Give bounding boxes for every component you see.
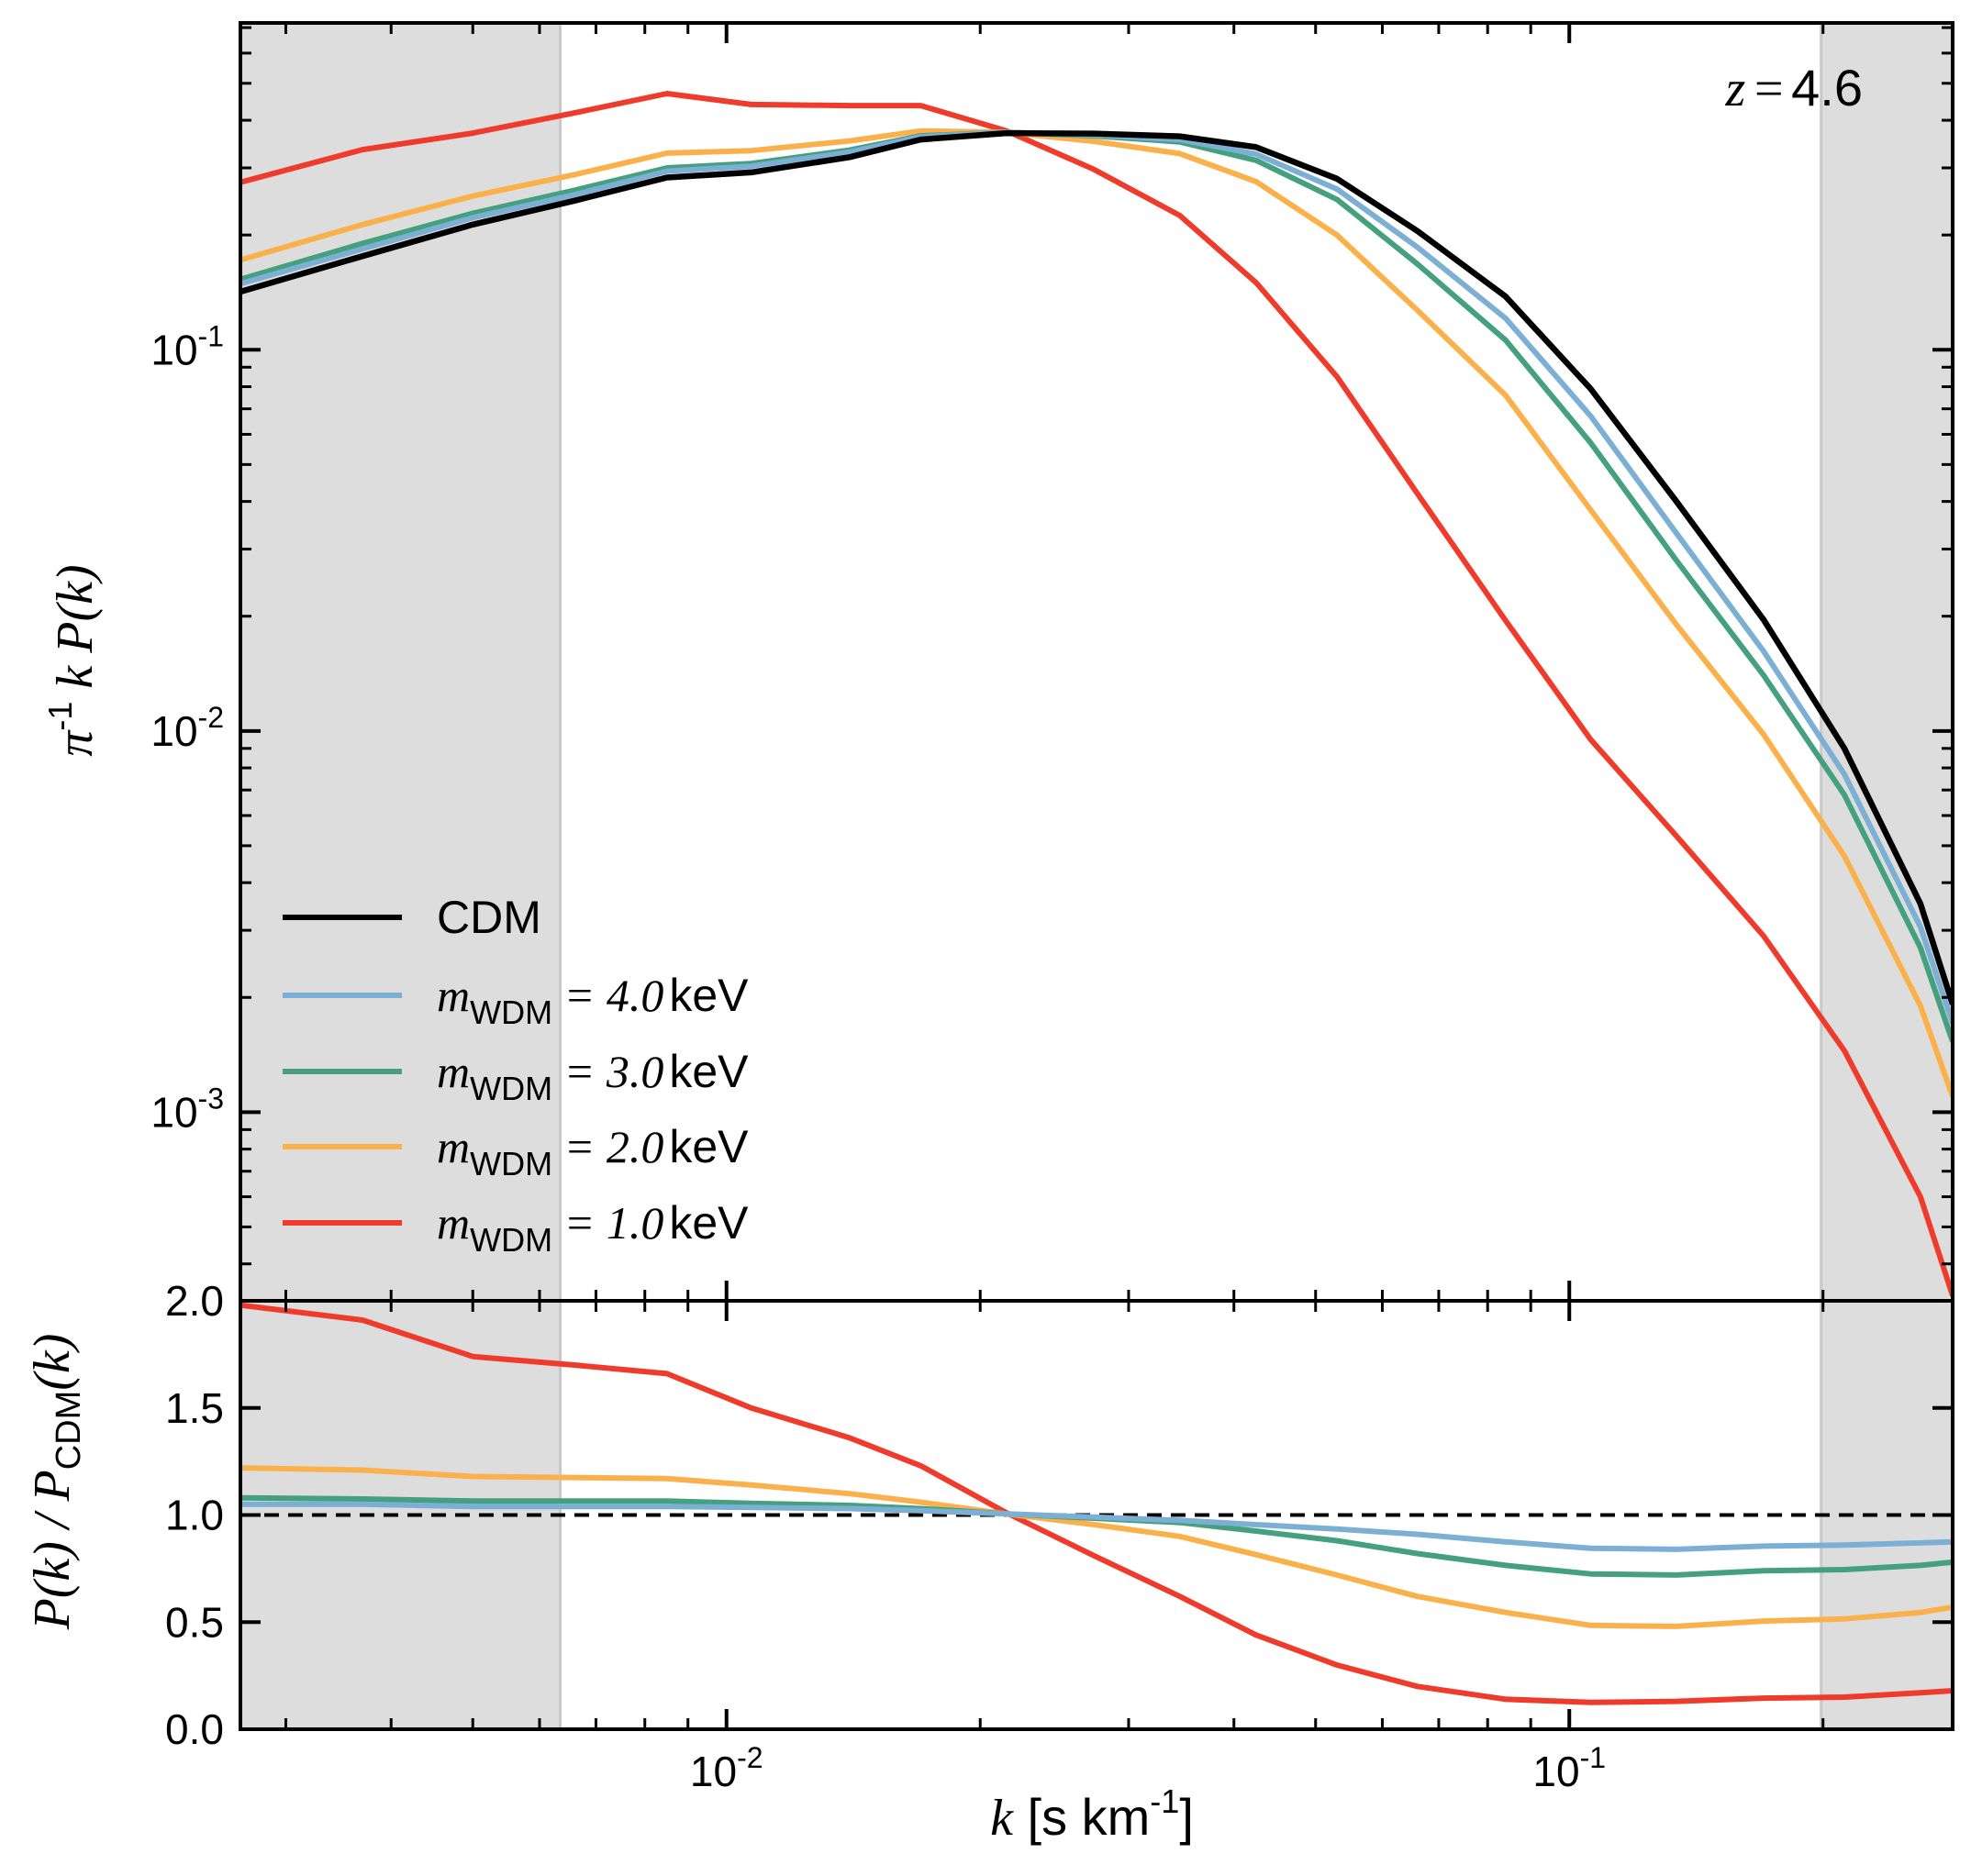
y-tick-label-top: 10-3 (150, 1082, 224, 1136)
series-line-top-m1 (240, 91, 1953, 1297)
bottom-y-axis-title: P(k) / PCDM(k) (24, 1334, 88, 1631)
y-tick-label-top: 10-2 (150, 701, 224, 755)
series-line-top-cdm (240, 129, 1953, 1005)
series-line-top-m2 (240, 128, 1953, 1098)
y-tick-label-bottom: 1.5 (165, 1384, 224, 1432)
x-tick-label-exponent: -1 (1580, 1741, 1606, 1774)
y-tick-label-bottom: 2.0 (165, 1277, 224, 1325)
y-tick-label-exponent: -1 (198, 319, 224, 352)
x-tick-label: 10-2 (690, 1741, 763, 1795)
axis-ticks (240, 23, 1953, 1731)
y-tick-label-top: 10-1 (150, 319, 224, 373)
redshift-annotation: z = 4.6 (1725, 59, 1863, 117)
x-tick-label-base: 10 (690, 1748, 737, 1795)
series-line-top-m4 (240, 129, 1953, 1025)
y-tick-label-base: 10 (150, 1088, 197, 1136)
series-lines (240, 91, 1953, 1705)
legend-label-m1: mWDM = 1.0 keV (437, 1197, 749, 1259)
excluded-k-range-shading (240, 23, 1953, 1729)
legend: CDM mWDM = 4.0 keV mWDM = 3.0 keV mWDM = 2… (283, 892, 749, 1259)
tick-labels: 10-110-210-30.00.51.01.52.010-2 10-1 (150, 319, 1606, 1795)
legend-label-cdm: CDM (437, 892, 541, 943)
x-tick-label-exponent: -2 (737, 1741, 763, 1774)
series-line-bottom-m2 (240, 1465, 1953, 1629)
shaded-region-top-2 (1821, 23, 1953, 1301)
x-tick-label: 10-1 (1532, 1741, 1606, 1795)
y-tick-label-bottom: 1.0 (165, 1492, 224, 1539)
legend-label-m2: mWDM = 2.0 keV (437, 1121, 749, 1182)
series-line-bottom-m1 (240, 1302, 1953, 1705)
y-tick-label-base: 10 (150, 707, 197, 755)
series-line-bottom-m4 (240, 1501, 1953, 1552)
top-y-axis-title: π-1 k P(k) (41, 564, 104, 756)
x-axis-title: k [s km-1] (990, 1782, 1194, 1847)
y-tick-label-exponent: -3 (198, 1082, 224, 1115)
y-tick-label-exponent: -2 (198, 701, 224, 734)
y-tick-label-base: 10 (150, 326, 197, 373)
y-tick-label-bottom: 0.5 (165, 1598, 224, 1646)
y-tick-label-bottom: 0.0 (165, 1705, 224, 1753)
legend-label-m4: mWDM = 4.0 keV (437, 970, 749, 1031)
x-tick-label-base: 10 (1532, 1748, 1579, 1795)
legend-label-m3: mWDM = 3.0 keV (437, 1046, 749, 1107)
